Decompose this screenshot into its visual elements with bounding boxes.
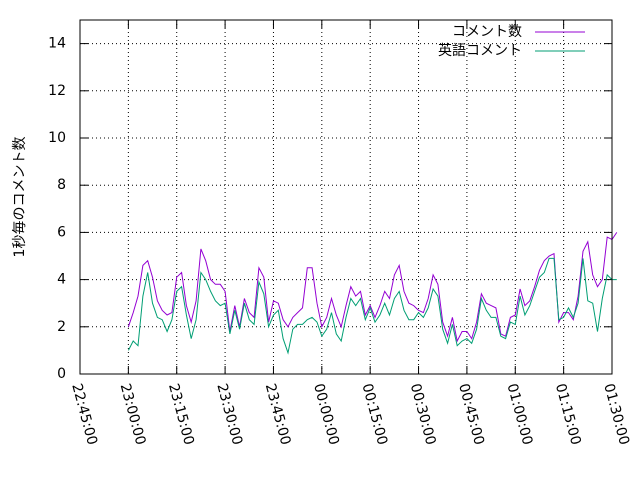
y-tick-label: 14: [48, 36, 66, 52]
y-tick-label: 8: [57, 177, 66, 193]
grid: [80, 20, 612, 374]
x-tick-label: 23:15:00: [165, 382, 197, 447]
x-tick-label: 00:15:00: [358, 382, 390, 447]
y-tick-label: 0: [57, 366, 66, 382]
plot-frame: [79, 19, 613, 375]
x-tick-label: 23:45:00: [262, 382, 294, 447]
y-tick-label: 6: [57, 224, 66, 240]
y-tick-label: 12: [48, 83, 66, 99]
series-line-2: [127, 257, 617, 355]
x-tick-labels: 22:45:00 23:00:00 23:15:00 23:30:00 23:45:00…: [68, 382, 632, 447]
x-tick-label: 23:30:00: [213, 382, 245, 447]
x-tick-label: 01:15:00: [552, 382, 584, 447]
y-tick-labels: 0 2 4 6 8 10 12 14: [48, 36, 66, 382]
legend-label: 英語コメント: [438, 42, 522, 59]
legend-label: コメント数: [452, 24, 522, 40]
x-tick-label: 00:30:00: [407, 382, 439, 447]
y-tick-label: 10: [48, 130, 66, 146]
y-tick-label: 2: [57, 319, 66, 335]
y-axis-label: 1秒毎のコメント数: [12, 137, 28, 258]
x-tick-label: 23:00:00: [117, 382, 149, 447]
series-line-1: [127, 232, 618, 343]
ticks: [79, 20, 613, 375]
x-tick-label: 01:00:00: [504, 382, 536, 447]
y-tick-label: 4: [57, 272, 66, 288]
series: [127, 232, 618, 355]
x-tick-label: 00:45:00: [455, 382, 487, 447]
x-tick-label: 00:00:00: [310, 382, 342, 447]
x-tick-label: 01:30:00: [600, 382, 632, 447]
x-tick-label: 22:45:00: [68, 382, 100, 447]
